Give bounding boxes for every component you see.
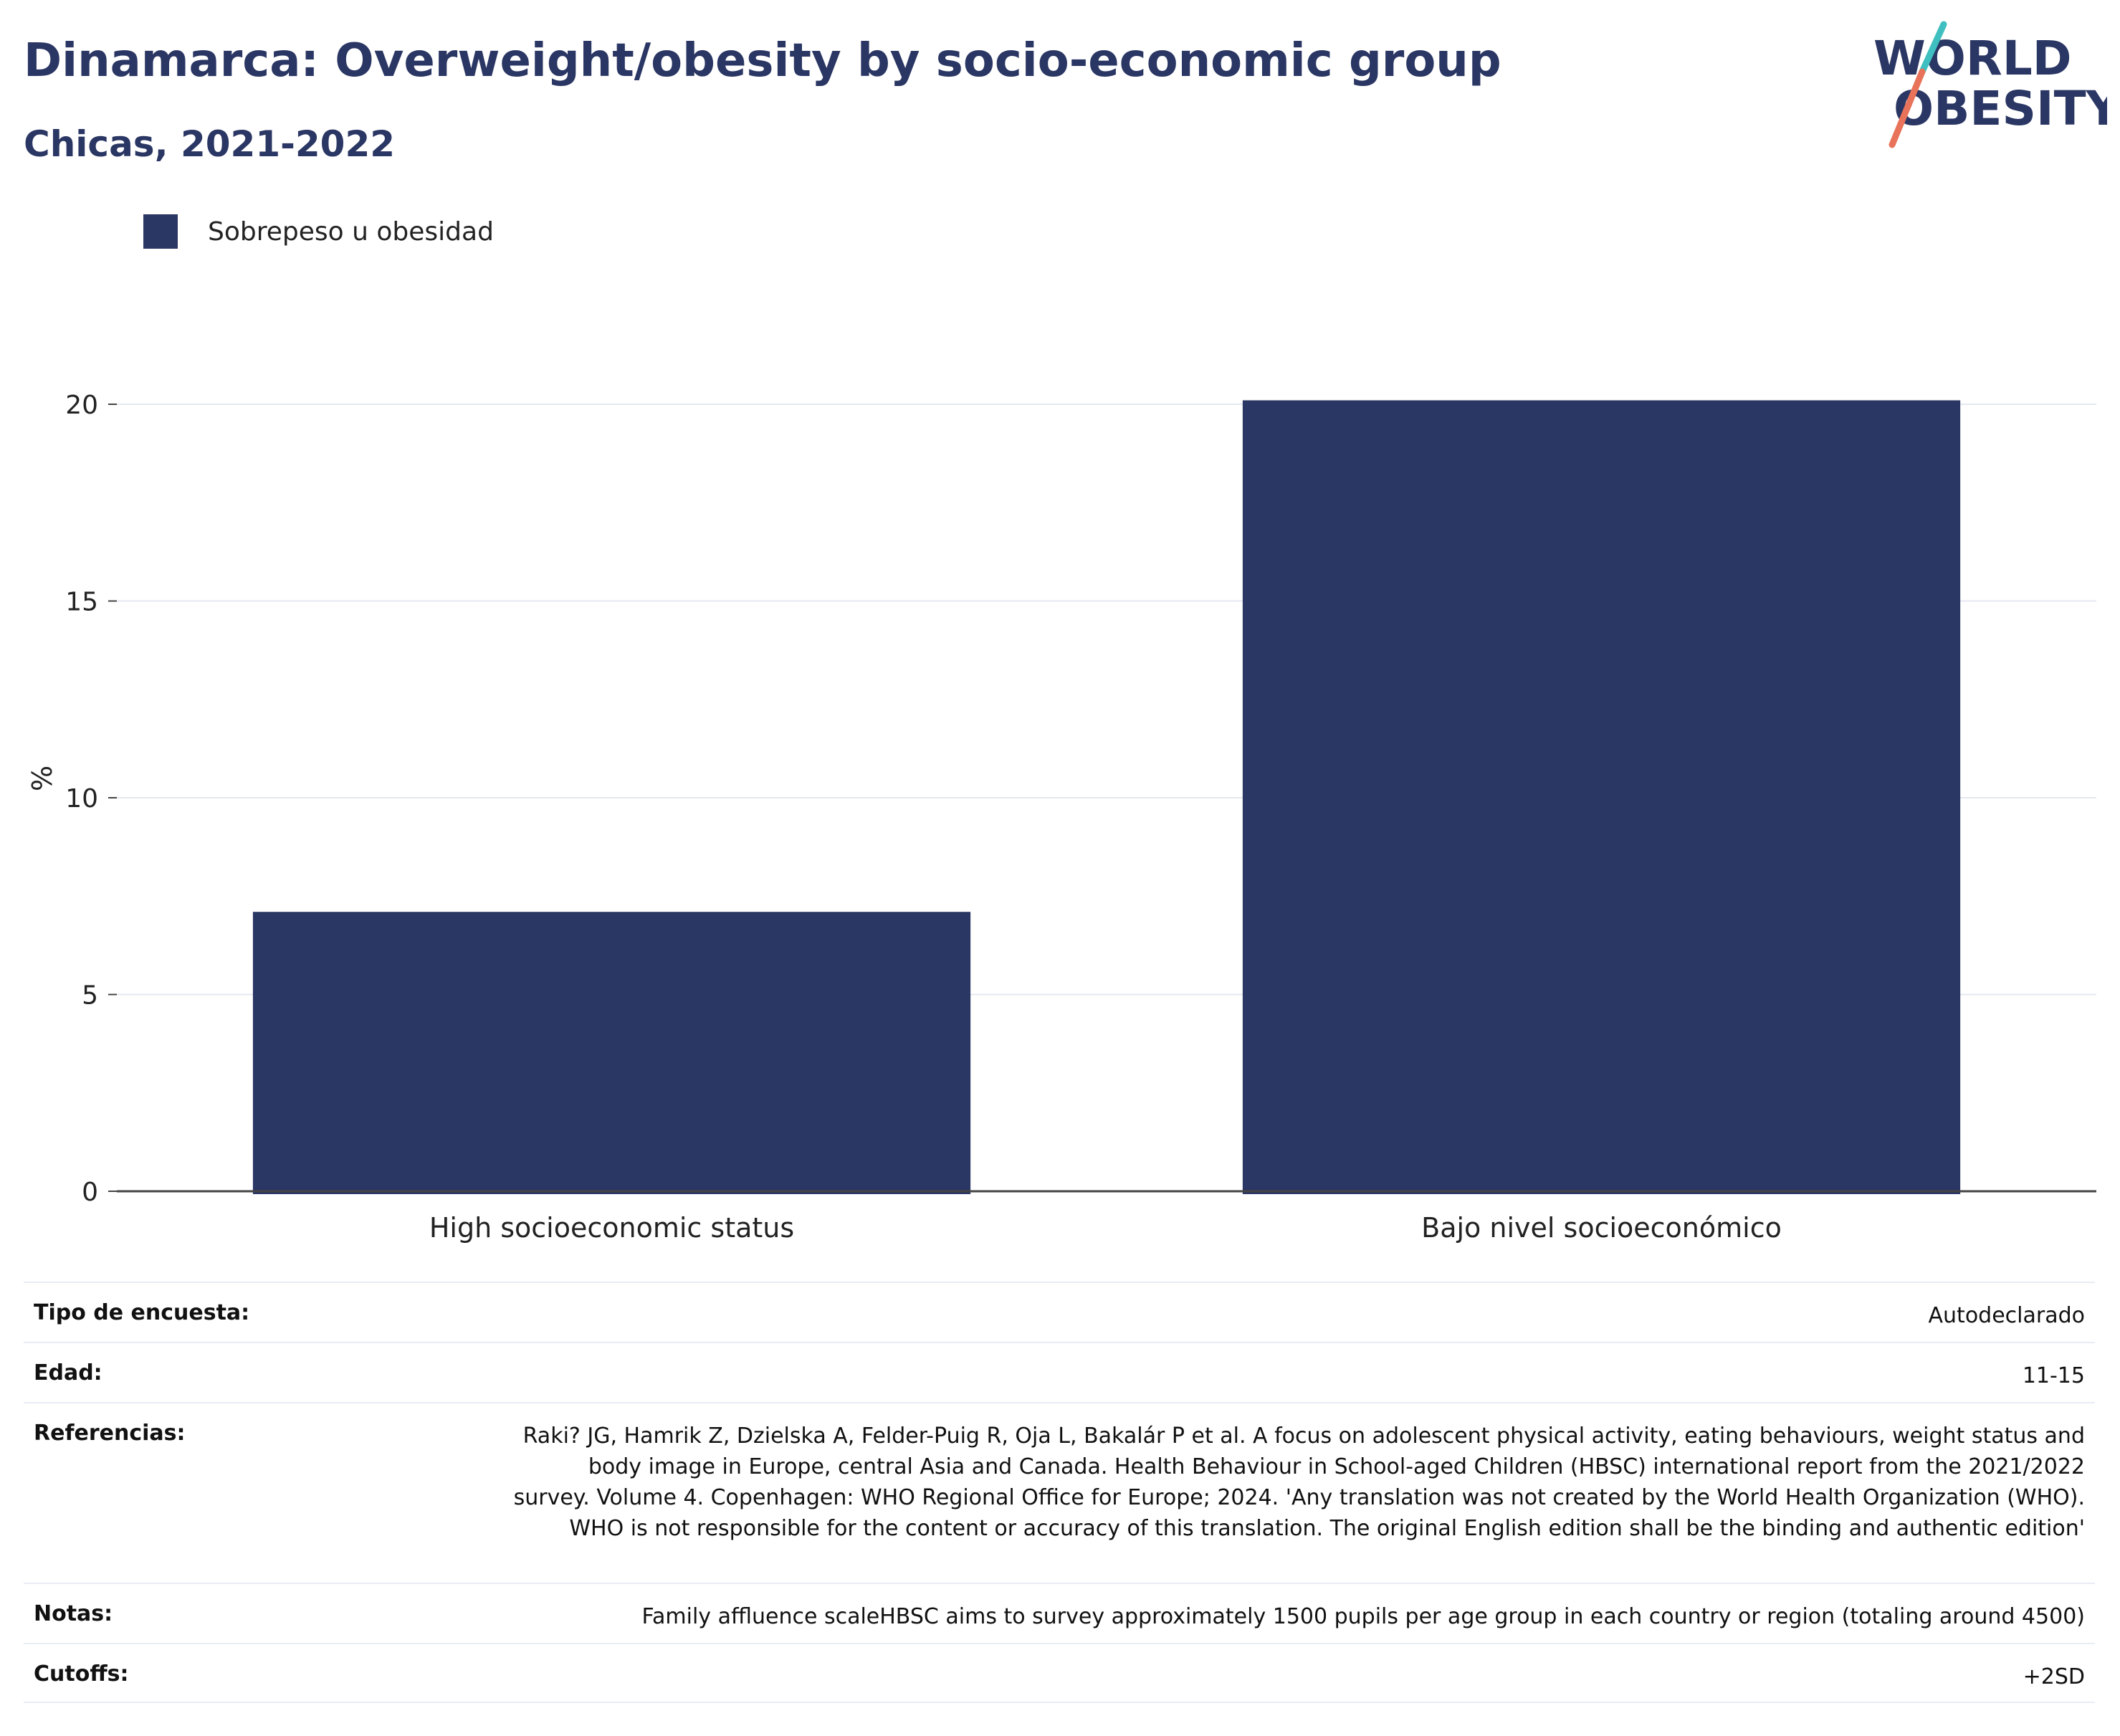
logo-slash-top <box>1919 21 1947 75</box>
chart-title: Dinamarca: Overweight/obesity by socio-e… <box>24 34 1501 87</box>
metadata-value: +2SD <box>2023 1664 2085 1689</box>
metadata-key: Edad: <box>34 1360 102 1386</box>
metadata-row: Notas: Family affluence scaleHBSC aims to… <box>24 1583 2095 1643</box>
logo-slash-bottom <box>1889 68 1926 148</box>
axes: 0 5 10 15 20 High socioeconomic status Bajo ni… <box>65 391 2096 1244</box>
y-tick-label: 20 <box>65 391 98 420</box>
metadata-table: Tipo de encuesta: Autodeclarado Edad: 11-15… <box>24 1282 2095 1703</box>
x-tick-label: Bajo nivel socioeconómico <box>1421 1212 1782 1244</box>
metadata-value: Autodeclarado <box>1928 1303 2085 1328</box>
bar[interactable] <box>252 912 971 1194</box>
bar[interactable] <box>1242 400 1961 1194</box>
y-tick-label: 0 <box>82 1178 98 1207</box>
metadata-key: Notas: <box>34 1601 113 1626</box>
chart-subtitle: Chicas, 2021-2022 <box>24 123 396 165</box>
logo-text-world: WORLD <box>1873 31 2072 86</box>
legend-swatch <box>143 214 178 249</box>
bars <box>252 400 1961 1194</box>
metadata-key: Referencias: <box>34 1421 186 1446</box>
metadata-key: Cutoffs: <box>34 1661 129 1687</box>
metadata-value: 11-15 <box>2022 1363 2085 1388</box>
metadata-value: Raki? JG, Hamrik Z, Dzielska A, Felder-P… <box>513 1423 2085 1541</box>
metadata-row: Cutoffs: +2SD <box>24 1643 2095 1703</box>
world-obesity-logo: WORLD OBESITY <box>1873 21 2107 148</box>
metadata-row: Referencias: Raki? JG, Hamrik Z, Dzielska… <box>24 1402 2095 1583</box>
legend-label: Sobrepeso u obesidad <box>208 216 494 247</box>
y-tick-label: 15 <box>65 588 98 617</box>
y-axis-label: % <box>27 766 58 791</box>
metadata-key: Tipo de encuesta: <box>34 1300 250 1325</box>
y-tick-label: 5 <box>82 981 98 1011</box>
legend[interactable]: Sobrepeso u obesidad <box>143 214 494 249</box>
x-tick-label: High socioeconomic status <box>429 1212 794 1244</box>
y-tick-label: 10 <box>65 784 98 814</box>
metadata-row: Edad: 11-15 <box>24 1342 2095 1402</box>
metadata-row: Tipo de encuesta: Autodeclarado <box>24 1282 2095 1342</box>
metadata-value: Family affluence scaleHBSC aims to surve… <box>641 1604 2085 1629</box>
logo-text-obesity: OBESITY <box>1894 81 2107 136</box>
bar-chart: 0 5 10 15 20 High socioeconomic status Bajo ni… <box>27 391 2096 1244</box>
